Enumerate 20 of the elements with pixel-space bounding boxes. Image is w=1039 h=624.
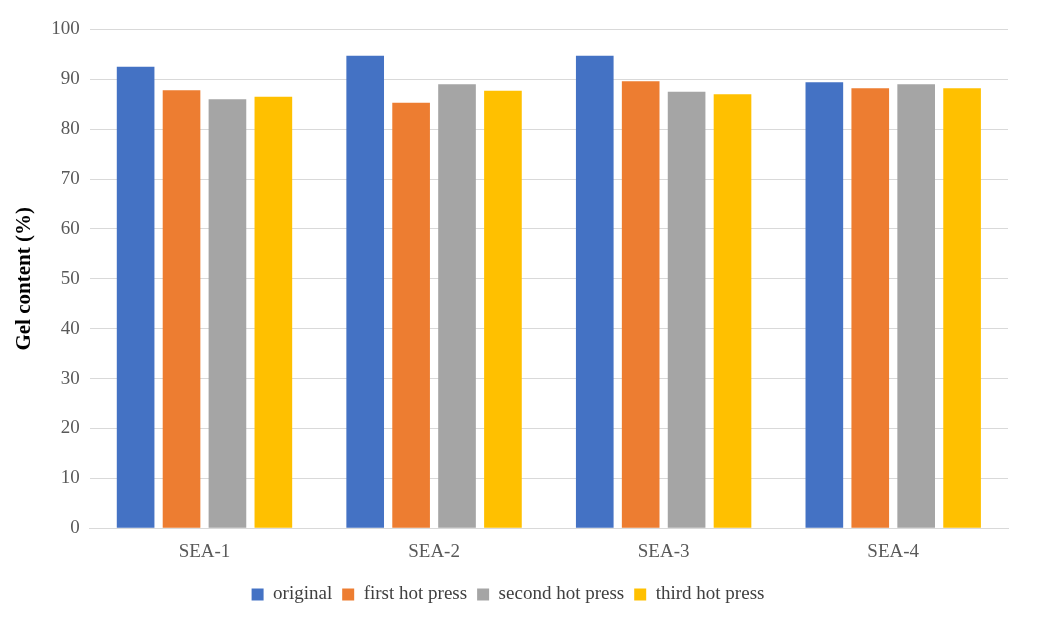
y-tick-label: 90 bbox=[60, 67, 80, 89]
legend-label: second hot press bbox=[498, 582, 625, 604]
y-tick-label: 50 bbox=[60, 266, 80, 288]
y-tick-label: 0 bbox=[70, 516, 80, 538]
y-tick-label: 100 bbox=[51, 17, 80, 39]
y-tick-label: 10 bbox=[60, 466, 80, 488]
legend-label: original bbox=[273, 582, 333, 604]
y-tick-label: 40 bbox=[60, 316, 80, 338]
legend-label: third hot press bbox=[655, 582, 765, 604]
y-tick-label: 70 bbox=[60, 167, 80, 189]
y-axis-title: Gel content (%) bbox=[11, 207, 36, 351]
y-tick-label: 30 bbox=[60, 366, 80, 388]
x-tick-label: SEA-3 bbox=[637, 539, 690, 561]
x-tick-label: SEA-2 bbox=[408, 539, 460, 561]
x-tick-label: SEA-4 bbox=[867, 539, 920, 561]
y-tick-label: 80 bbox=[60, 117, 80, 139]
x-tick-label: SEA-1 bbox=[178, 539, 231, 561]
legend-label: first hot press bbox=[363, 582, 468, 604]
y-tick-label: 20 bbox=[60, 416, 80, 438]
y-tick-label: 60 bbox=[60, 216, 80, 238]
